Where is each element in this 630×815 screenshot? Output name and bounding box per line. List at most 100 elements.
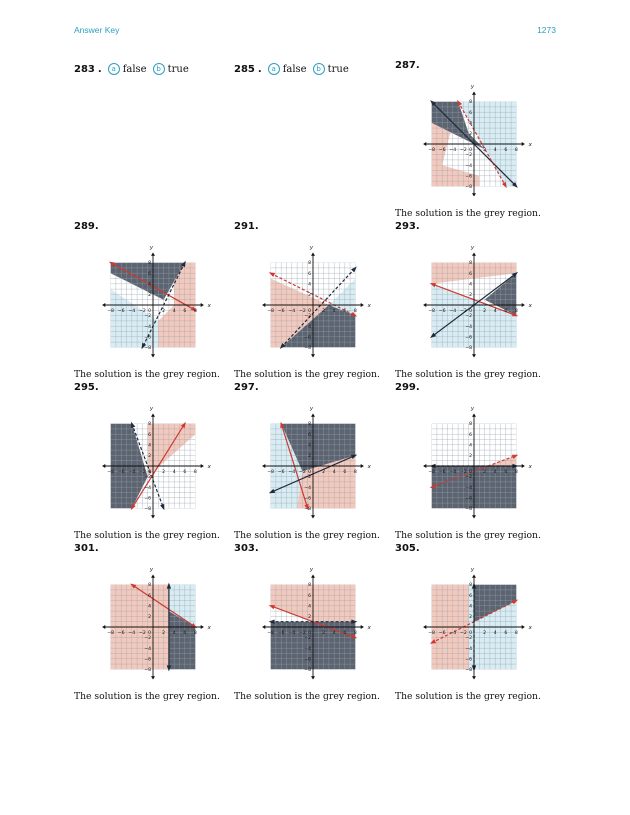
x-tick-label: 4 <box>173 469 176 475</box>
inequality-graph: −8 −8 −6 −6 −4 −4 −2 −2 2 2 4 4 6 6 8 8 0 x y <box>413 80 539 216</box>
x-tick-label: −6 <box>439 469 446 475</box>
answer-283: 283. a false b true <box>74 63 189 75</box>
graph-answer-number: 293. <box>395 221 420 232</box>
part-marker-b: b <box>312 63 325 75</box>
y-tick-label: −8 <box>144 506 151 512</box>
origin-label: 0 <box>148 630 151 636</box>
y-tick-label: −2 <box>144 313 151 319</box>
x-tick-label: 2 <box>483 630 486 636</box>
x-tick-label: 8 <box>515 469 518 475</box>
line-arrowhead <box>180 421 186 429</box>
y-tick-label: 2 <box>148 614 151 620</box>
y-tick-label: 4 <box>148 603 151 609</box>
y-tick-label: 2 <box>469 614 472 620</box>
y-tick-label: −2 <box>304 313 311 319</box>
origin-label: 0 <box>148 469 151 475</box>
graph-answer-number: 305. <box>395 543 420 554</box>
x-tick-label: −8 <box>428 630 435 636</box>
x-tick-label: 6 <box>183 469 186 475</box>
y-tick-label: −4 <box>144 646 151 652</box>
answer-text: false <box>282 63 307 75</box>
x-tick-label: 4 <box>333 469 336 475</box>
y-tick-label: 8 <box>308 260 311 266</box>
x-tick-label: −4 <box>288 630 295 636</box>
graph-answer-number: 295. <box>74 382 99 393</box>
origin-label: 0 <box>308 469 311 475</box>
y-tick-label: 2 <box>469 453 472 459</box>
x-tick-label: −2 <box>139 630 146 636</box>
y-tick-label: 8 <box>148 582 151 588</box>
x-axis-label: x <box>207 625 212 631</box>
y-tick-label: −6 <box>144 656 151 662</box>
graph-caption: The solution is the grey region. <box>234 530 380 541</box>
y-tick-label: −6 <box>465 334 472 340</box>
y-axis-label: y <box>309 245 314 251</box>
line-arrowhead <box>166 582 172 589</box>
x-tick-label: 8 <box>515 308 518 314</box>
y-tick-label: −2 <box>465 635 472 641</box>
boundary-line <box>280 267 356 348</box>
line-arrowhead <box>511 454 519 459</box>
x-tick-label: 2 <box>162 469 165 475</box>
x-tick-label: −6 <box>439 308 446 314</box>
y-tick-label: 4 <box>469 120 472 126</box>
x-axis-label: x <box>367 303 372 309</box>
inequality-graph: −8 −8 −6 −6 −4 −4 −2 −2 2 2 4 4 6 6 8 8 0 x y <box>413 241 539 377</box>
x-tick-label: −4 <box>288 308 295 314</box>
y-tick-label: −8 <box>144 345 151 351</box>
part-marker-a: a <box>267 63 280 75</box>
y-tick-label: −2 <box>304 635 311 641</box>
line-arrowhead <box>457 99 462 107</box>
y-tick-label: −6 <box>465 173 472 179</box>
y-tick-label: 4 <box>469 281 472 287</box>
origin-label: 0 <box>469 308 472 314</box>
x-tick-label: −4 <box>128 308 135 314</box>
part-marker-b: b <box>152 63 165 75</box>
x-tick-label: 8 <box>354 630 357 636</box>
y-tick-label: 4 <box>469 442 472 448</box>
y-tick-label: −4 <box>465 646 472 652</box>
inequality-graph: −8 −8 −6 −6 −4 −4 −2 −2 2 2 4 4 6 6 8 8 0 x y <box>413 563 539 699</box>
x-tick-label: 4 <box>494 630 497 636</box>
y-tick-label: 8 <box>308 421 311 427</box>
line-arrowhead <box>430 100 436 106</box>
x-tick-label: −4 <box>449 630 456 636</box>
y-axis-label: y <box>149 567 154 573</box>
line-arrowhead <box>511 312 519 317</box>
x-tick-label: −6 <box>118 630 125 636</box>
x-tick-label: 6 <box>343 469 346 475</box>
inequality-graph: −8 −8 −6 −6 −4 −4 −2 −2 2 2 4 4 6 6 8 8 0 x y <box>252 402 378 538</box>
x-tick-label: 8 <box>515 147 518 153</box>
boundary-line <box>131 584 196 628</box>
inequality-graph: −8 −8 −6 −6 −4 −4 −2 −2 2 2 4 4 6 6 8 8 0 x y <box>413 402 539 538</box>
y-tick-label: 6 <box>148 593 151 599</box>
inequality-graph: −8 −8 −6 −6 −4 −4 −2 −2 2 2 4 4 6 6 8 8 0 x y <box>92 402 218 538</box>
x-tick-label: −2 <box>460 630 467 636</box>
x-tick-label: −8 <box>107 469 114 475</box>
y-tick-label: −6 <box>144 334 151 340</box>
line-arrowhead <box>141 342 147 350</box>
y-tick-label: −2 <box>304 474 311 480</box>
graph-caption: The solution is the grey region. <box>395 369 541 380</box>
x-tick-label: −2 <box>139 469 146 475</box>
part-marker-a: a <box>107 63 120 75</box>
x-tick-label: −4 <box>128 630 135 636</box>
x-tick-label: 8 <box>194 630 197 636</box>
y-tick-label: −4 <box>304 324 311 330</box>
line-arrowhead <box>351 619 358 624</box>
graph-answer-number: 297. <box>234 382 259 393</box>
y-tick-label: −4 <box>144 485 151 491</box>
y-tick-label: −8 <box>465 184 472 190</box>
inequality-graph: −8 −8 −6 −6 −4 −4 −2 −2 2 2 4 4 6 6 8 8 0 x y <box>92 563 218 699</box>
answer-text: true <box>327 63 349 75</box>
graph-answer-number: 289. <box>74 221 99 232</box>
y-tick-label: −8 <box>465 506 472 512</box>
graph-answer-number: 299. <box>395 382 420 393</box>
origin-label: 0 <box>469 630 472 636</box>
line-arrowhead <box>280 421 285 429</box>
y-tick-label: −8 <box>465 345 472 351</box>
